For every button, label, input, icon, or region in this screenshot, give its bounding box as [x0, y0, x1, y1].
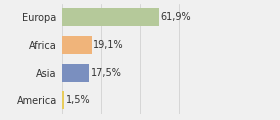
- Text: 19,1%: 19,1%: [93, 40, 124, 50]
- Bar: [62, 8, 159, 26]
- Text: 1,5%: 1,5%: [66, 95, 90, 105]
- Text: 61,9%: 61,9%: [160, 12, 191, 22]
- Text: 17,5%: 17,5%: [91, 68, 122, 78]
- Bar: [62, 91, 64, 109]
- Bar: [62, 64, 89, 82]
- Bar: [62, 36, 92, 54]
